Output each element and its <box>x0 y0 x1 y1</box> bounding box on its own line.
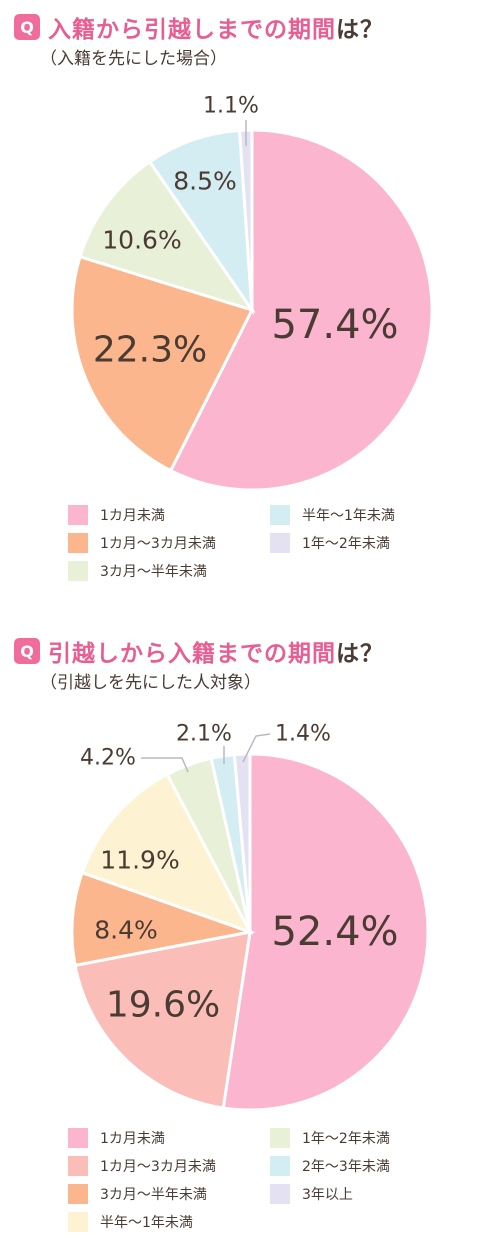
data-label: 2.1% <box>176 722 232 747</box>
question-title-suffix: は？ <box>336 17 384 43</box>
question-title-main: 引越しから入籍までの期間 <box>48 641 336 667</box>
legend-item: 1年〜2年未満 <box>270 1128 390 1148</box>
legend-label: 1カ月〜3カ月未満 <box>100 1159 216 1175</box>
question-header: Q 引越しから入籍までの期間は？ <box>14 634 384 668</box>
question-title: 入籍から引越しまでの期間は？ <box>48 10 384 44</box>
legend-item: 半年〜1年未満 <box>270 505 395 525</box>
legend-item: 3カ月〜半年未満 <box>68 1184 207 1204</box>
pie-slice <box>221 752 430 1112</box>
legend-item: 2年〜3年未満 <box>270 1156 390 1176</box>
data-label: 57.4% <box>271 302 398 348</box>
data-label: 22.3% <box>93 330 207 371</box>
legend-label: 3年以上 <box>302 1187 353 1203</box>
q-badge: Q <box>14 14 40 40</box>
chart-section-1: Q 入籍から引越しまでの期間は？ （入籍を先にした場合） 57.4% 22.3% 1… <box>0 0 500 600</box>
legend-swatch <box>68 1128 88 1148</box>
question-subtitle: （入籍を先にした場合） <box>40 49 227 69</box>
legend-item: 1カ月〜3カ月未満 <box>68 1156 216 1176</box>
data-label: 1.4% <box>275 722 331 747</box>
legend-label: 3カ月〜半年未満 <box>100 564 207 580</box>
legend-item: 1カ月〜3カ月未満 <box>68 533 216 553</box>
legend-swatch <box>68 1184 88 1204</box>
legend-label: 1年〜2年未満 <box>302 1131 390 1147</box>
legend-swatch <box>68 561 88 581</box>
legend-swatch <box>270 505 290 525</box>
legend-label: 1カ月未満 <box>100 508 165 524</box>
pie-slice <box>147 128 254 316</box>
data-label: 8.4% <box>94 916 158 945</box>
legend-swatch <box>270 1184 290 1204</box>
data-label: 10.6% <box>102 226 181 255</box>
legend-swatch <box>68 505 88 525</box>
legend-label: 半年〜1年未満 <box>302 508 395 524</box>
legend-label: 半年〜1年未満 <box>100 1215 193 1231</box>
pie-slice <box>168 128 434 492</box>
pie-slice <box>70 254 255 473</box>
data-label: 19.6% <box>106 985 220 1026</box>
data-label: 52.4% <box>271 909 398 955</box>
question-title-main: 入籍から引越しまでの期間 <box>48 17 336 43</box>
pie-slice <box>80 772 254 935</box>
question-header: Q 入籍から引越しまでの期間は？ <box>14 10 384 44</box>
data-label: 4.2% <box>80 746 136 771</box>
legend-label: 1年〜2年未満 <box>302 536 390 552</box>
legend-item: 1カ月未満 <box>68 505 165 525</box>
pie-slice <box>78 159 256 313</box>
legend-item: 3年以上 <box>270 1184 353 1204</box>
pie-chart: 52.4% 19.6% 8.4% 11.9% 4.2% 2.1% 1.4% <box>70 722 430 1112</box>
legend-label: 1カ月〜3カ月未満 <box>100 536 216 552</box>
leader-line <box>141 757 189 773</box>
legend-label: 3カ月〜半年未満 <box>100 1187 207 1203</box>
legend-label: 2年〜3年未満 <box>302 1159 390 1175</box>
question-title-suffix: は？ <box>336 641 384 667</box>
data-label: 1.1% <box>203 94 259 119</box>
legend-swatch <box>68 1156 88 1176</box>
leader-line <box>242 733 271 763</box>
chart-section-2: Q 引越しから入籍までの期間は？ （引越しを先にした人対象） 52.4% 19.6… <box>0 620 500 1250</box>
legend-swatch <box>270 533 290 553</box>
pie-slice <box>232 752 252 933</box>
question-title: 引越しから入籍までの期間は？ <box>48 634 384 668</box>
question-subtitle: （引越しを先にした人対象） <box>40 673 261 693</box>
q-badge: Q <box>14 638 40 664</box>
pie-slice <box>70 870 256 968</box>
legend-swatch <box>68 533 88 553</box>
data-label: 8.5% <box>173 167 237 196</box>
legend-item: 1年〜2年未満 <box>270 533 390 553</box>
legend-swatch <box>68 1212 88 1232</box>
legend-label: 1カ月未満 <box>100 1131 165 1147</box>
legend-swatch <box>270 1128 290 1148</box>
pie-chart: 57.4% 22.3% 10.6% 8.5% 1.1% <box>70 94 434 492</box>
legend-item: 3カ月〜半年未満 <box>68 561 207 581</box>
legend-item: 半年〜1年未満 <box>68 1212 193 1232</box>
pie-slice <box>73 930 252 1110</box>
legend-swatch <box>270 1156 290 1176</box>
data-label: 11.9% <box>100 846 179 875</box>
legend-item: 1カ月未満 <box>68 1128 165 1148</box>
